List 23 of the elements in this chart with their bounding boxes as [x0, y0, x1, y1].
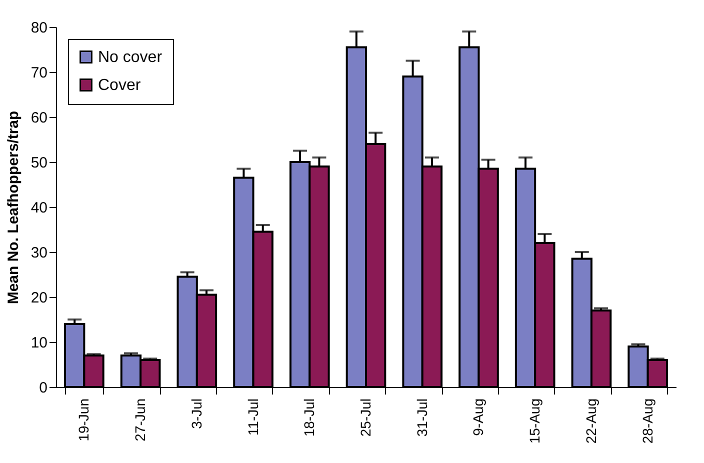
x-tick-label: 25-Jul [358, 398, 374, 437]
x-tick-label: 27-Jun [132, 398, 148, 442]
y-tick-label: 10 [30, 334, 48, 352]
x-tick-label: 11-Jul [244, 398, 261, 436]
x-tick-label: 19-Jun [76, 398, 92, 442]
y-tick-label: 30 [30, 244, 48, 262]
y-axis-title: Mean No. Leafhoppers/trap [4, 110, 22, 304]
x-tick-label: 28-Aug [639, 398, 656, 444]
y-tick-label: 20 [30, 290, 48, 306]
y-tick-label: 70 [30, 64, 48, 82]
x-tick-label: 3-Jul [188, 398, 204, 429]
y-tick-label: 0 [39, 380, 48, 396]
y-tick-label: 40 [30, 200, 48, 216]
x-tick-label: 9-Aug [470, 398, 486, 436]
y-tick-label: 50 [30, 154, 48, 172]
y-tick-label: 80 [30, 20, 48, 36]
x-tick-label: 15-Aug [526, 398, 543, 444]
x-tick-label: 31-Jul [414, 398, 430, 437]
x-tick-label: 18-Jul [301, 398, 318, 437]
x-tick-label: 22-Aug [582, 398, 599, 444]
y-tick-label: 60 [30, 110, 48, 126]
legend-label: No cover [98, 49, 163, 66]
legend-label: Cover [98, 77, 142, 94]
